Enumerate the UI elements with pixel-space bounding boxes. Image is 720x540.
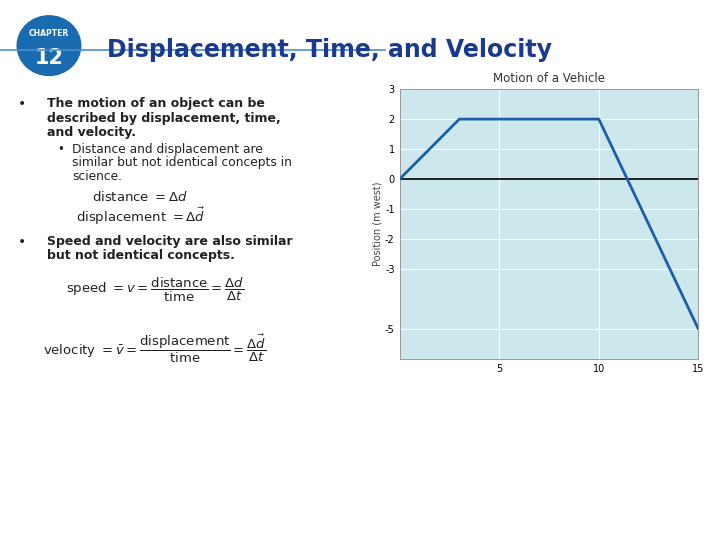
- Text: distance $= \Delta d$: distance $= \Delta d$: [92, 190, 189, 204]
- Text: similar but not identical concepts in: similar but not identical concepts in: [72, 156, 292, 169]
- Text: described by displacement, time,: described by displacement, time,: [47, 112, 281, 125]
- Text: displacement $= \Delta\vec{d}$: displacement $= \Delta\vec{d}$: [76, 205, 205, 227]
- Text: speed $= v = \dfrac{\mathrm{distance}}{\mathrm{time}} = \dfrac{\Delta d}{\Delta : speed $= v = \dfrac{\mathrm{distance}}{\…: [66, 275, 244, 303]
- Text: Distance and displacement are: Distance and displacement are: [72, 143, 263, 156]
- Text: and velocity.: and velocity.: [47, 126, 136, 139]
- Text: Speed and velocity are also similar: Speed and velocity are also similar: [47, 235, 292, 248]
- Text: but not identical concepts.: but not identical concepts.: [47, 249, 235, 262]
- Text: •: •: [18, 97, 26, 111]
- Text: Displacement, Time, and Velocity: Displacement, Time, and Velocity: [107, 38, 552, 62]
- Text: 12: 12: [35, 48, 63, 68]
- Text: science.: science.: [72, 170, 122, 183]
- Y-axis label: Position (m west): Position (m west): [372, 182, 382, 266]
- Text: •: •: [18, 235, 26, 249]
- Text: velocity $= \bar{v} = \dfrac{\mathrm{displacement}}{\mathrm{time}} = \dfrac{\Del: velocity $= \bar{v} = \dfrac{\mathrm{dis…: [43, 332, 266, 365]
- Text: •: •: [58, 143, 65, 156]
- Title: Motion of a Vehicle: Motion of a Vehicle: [493, 72, 605, 85]
- Circle shape: [17, 16, 81, 76]
- Text: The motion of an object can be: The motion of an object can be: [47, 97, 265, 110]
- Text: CHAPTER: CHAPTER: [29, 29, 69, 38]
